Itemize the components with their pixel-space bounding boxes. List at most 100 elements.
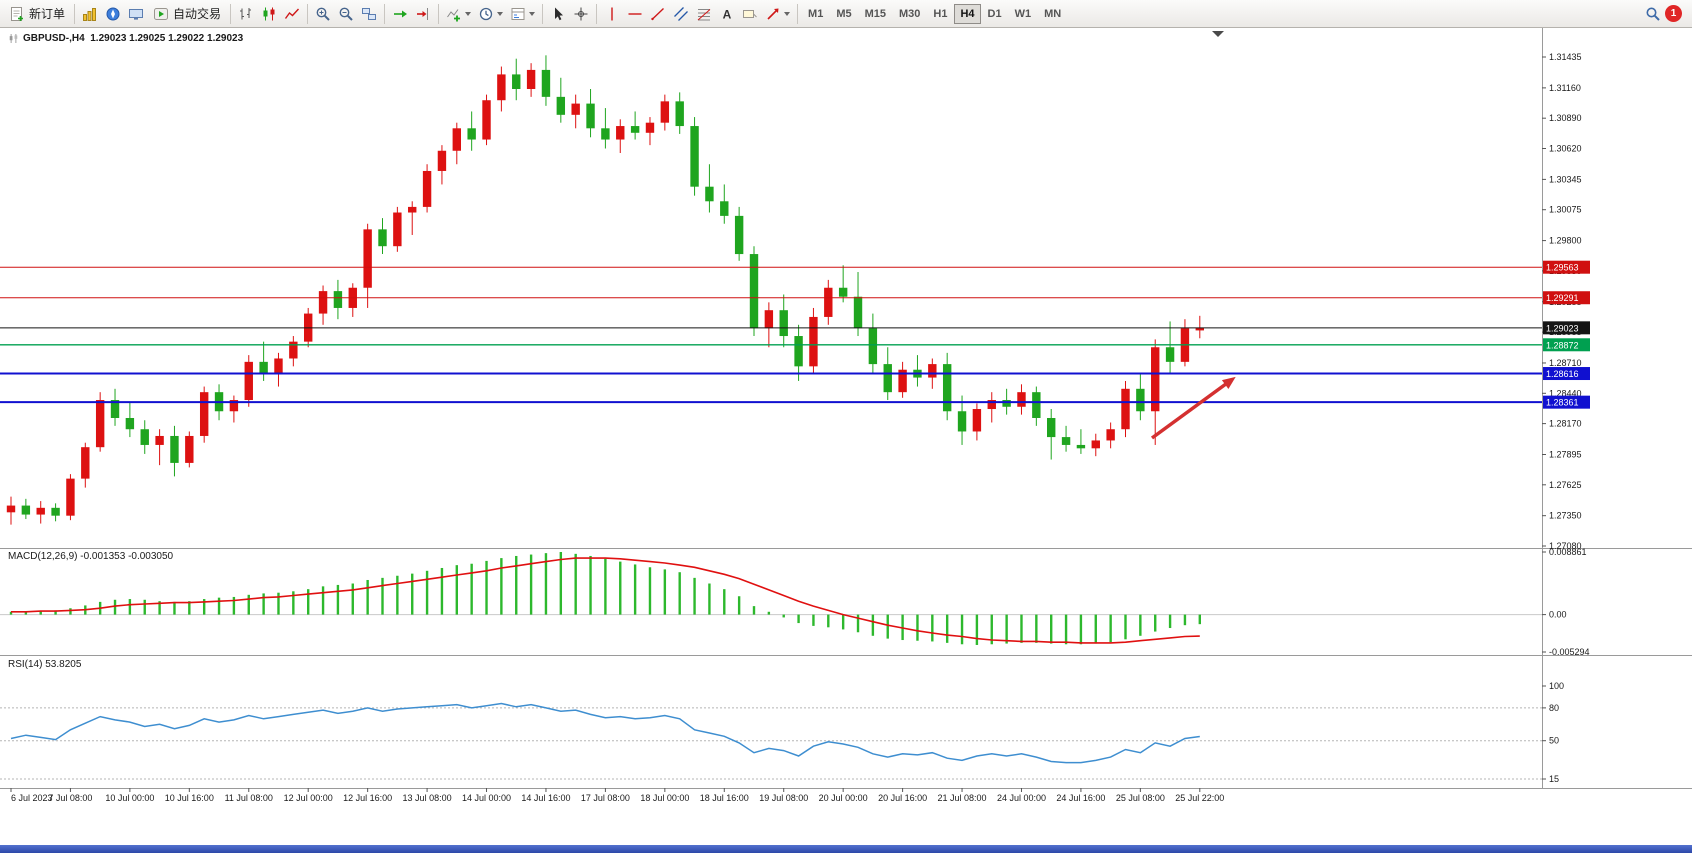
toolbar-separator [596,3,598,24]
auto-scroll-icon [394,10,408,17]
svg-text:1.27895: 1.27895 [1549,449,1582,459]
svg-text:1.30075: 1.30075 [1549,205,1582,215]
svg-text:24 Jul 00:00: 24 Jul 00:00 [997,793,1046,803]
chevron-down-icon [465,11,472,16]
zoom-out-icon [339,7,353,21]
svg-text:14 Jul 16:00: 14 Jul 16:00 [521,793,570,803]
svg-text:25 Jul 08:00: 25 Jul 08:00 [1116,793,1165,803]
channel-tool-button[interactable] [670,3,692,25]
svg-text:1.30620: 1.30620 [1549,144,1582,154]
toolbar-separator [438,3,440,24]
symbol-ohlc-header: GBPUSD-,H4 1.29023 1.29025 1.29022 1.290… [8,33,243,44]
window-bottom-edge [0,845,1692,853]
rsi-indicator-label: RSI(14) 53.8205 [8,659,82,670]
horizontal-line-tool-button[interactable] [624,3,646,25]
svg-text:15: 15 [1549,774,1559,784]
vertical-line-tool-button[interactable] [601,3,623,25]
navigator-button[interactable] [102,3,124,25]
indicators-button[interactable] [443,3,474,25]
svg-text:13 Jul 08:00: 13 Jul 08:00 [403,793,452,803]
search-button[interactable] [1642,3,1664,25]
timeframe-m5-button[interactable]: M5 [830,4,857,24]
trendline-tool-button[interactable] [647,3,669,25]
svg-text:14 Jul 00:00: 14 Jul 00:00 [462,793,511,803]
svg-text:11 Jul 08:00: 11 Jul 08:00 [225,793,273,803]
svg-text:1.28361: 1.28361 [1546,398,1579,408]
toolbar-separator [74,3,76,24]
market-watch-icon [83,7,97,21]
autotrading-label: 自动交易 [173,7,222,21]
main-toolbar: 新订单 自动交易 [0,0,1692,28]
horizontal-line-icon [628,12,642,15]
svg-text:1.30345: 1.30345 [1549,174,1582,184]
svg-text:19 Jul 08:00: 19 Jul 08:00 [759,793,808,803]
line-chart-icon [284,8,300,19]
zoom-out-button[interactable] [335,3,357,25]
svg-text:20 Jul 16:00: 20 Jul 16:00 [878,793,927,803]
timeframe-d1-button[interactable]: D1 [982,4,1008,24]
svg-text:21 Jul 08:00: 21 Jul 08:00 [938,793,987,803]
svg-text:1.28440: 1.28440 [1549,388,1582,398]
svg-text:1.28872: 1.28872 [1546,340,1579,350]
zoom-in-icon [316,7,330,21]
cursor-tool-button[interactable] [547,3,569,25]
auto-scroll-button[interactable] [389,3,411,25]
tile-windows-button[interactable] [358,3,380,25]
svg-text:1.27625: 1.27625 [1549,480,1582,490]
line-chart-mode-button[interactable] [281,3,303,25]
periods-button[interactable] [475,3,506,25]
bar-chart-mode-button[interactable] [235,3,257,25]
arrows-tool-button[interactable] [762,3,793,25]
crosshair-tool-button[interactable] [570,3,592,25]
ohlc-bars-icon [240,7,252,19]
text-tool-button[interactable]: A [716,3,738,25]
svg-text:1.31435: 1.31435 [1549,52,1582,62]
chevron-down-icon [497,11,504,16]
text-label-tool-button[interactable] [739,3,761,25]
new-order-button[interactable]: 新订单 [4,2,70,25]
svg-text:18 Jul 00:00: 18 Jul 00:00 [640,793,689,803]
price-chart-canvas[interactable]: 1.31435 1.31160 1.30890 1.30620 1.30345 1.300… [0,28,1692,853]
fibonacci-tool-button[interactable] [693,3,715,25]
tile-windows-icon [362,7,377,20]
candlestick-icon [263,7,275,20]
timeframe-h1-button[interactable]: H1 [927,4,953,24]
new-order-icon [11,6,23,21]
svg-text:20 Jul 00:00: 20 Jul 00:00 [819,793,868,803]
svg-text:1.29563: 1.29563 [1546,263,1579,273]
templates-button[interactable] [507,3,538,25]
notification-count: 1 [1670,8,1677,19]
market-watch-button[interactable] [79,3,101,25]
vertical-line-icon [611,7,613,20]
svg-text:10 Jul 16:00: 10 Jul 16:00 [165,793,214,803]
svg-text:25 Jul 22:00: 25 Jul 22:00 [1175,793,1224,803]
terminal-icon [129,8,144,20]
timeframe-m30-button[interactable]: M30 [893,4,926,24]
toolbar-separator [384,3,386,24]
toolbar-separator [797,3,799,24]
chevron-down-icon [529,11,536,16]
arrow-icon [767,8,779,20]
new-order-label: 新订单 [29,7,66,21]
svg-text:1.30890: 1.30890 [1549,113,1582,123]
svg-text:0.00: 0.00 [1549,610,1567,620]
svg-text:1.29023: 1.29023 [1546,323,1579,333]
svg-text:6 Jul 2023: 6 Jul 2023 [11,793,53,803]
timeframe-m1-button[interactable]: M1 [802,4,829,24]
autotrading-button[interactable]: 自动交易 [148,2,226,25]
terminal-button[interactable] [125,3,147,25]
timeframe-w1-button[interactable]: W1 [1009,4,1038,24]
svg-text:1.27350: 1.27350 [1549,511,1582,521]
svg-text:100: 100 [1549,681,1564,691]
notification-badge[interactable]: 1 [1665,5,1682,22]
svg-text:1.29800: 1.29800 [1549,236,1582,246]
chart-shift-button[interactable] [412,3,434,25]
search-icon [1646,7,1660,21]
candlestick-mode-button[interactable] [258,3,280,25]
timeframe-m15-button[interactable]: M15 [859,4,892,24]
timeframe-h4-button[interactable]: H4 [954,3,981,24]
svg-text:7 Jul 08:00: 7 Jul 08:00 [48,793,92,803]
svg-text:12 Jul 16:00: 12 Jul 16:00 [343,793,392,803]
zoom-in-button[interactable] [312,3,334,25]
timeframe-mn-button[interactable]: MN [1038,4,1067,24]
